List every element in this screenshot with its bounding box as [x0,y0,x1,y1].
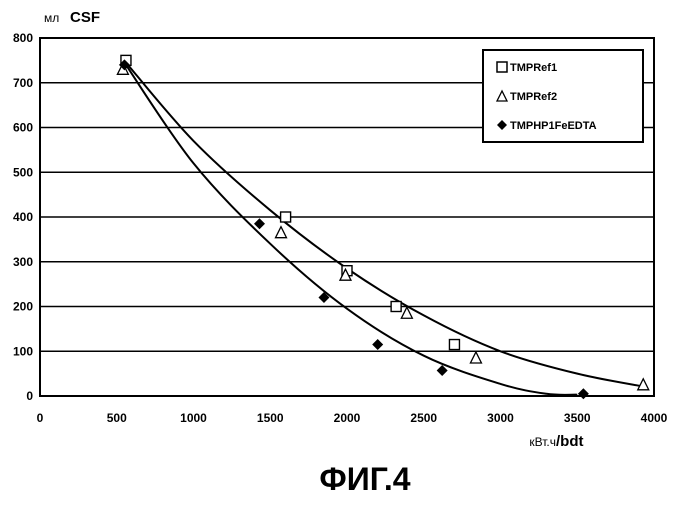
x-axis-label: /bdt [556,433,584,450]
x-tick-label: 500 [107,411,127,425]
y-tick-label: 700 [13,76,33,90]
legend-label-tmpref2: TMPRef2 [510,91,557,103]
point-square [449,340,459,350]
point-triangle [638,379,649,390]
y-axis-unit-small: мл [44,11,59,25]
legend-label-tmphp1feedta: TMPHP1FeEDTA [510,120,597,132]
x-axis-unit-small: кВт.ч [529,435,556,449]
x-tick-label: 2000 [334,411,361,425]
point-diamond [437,365,448,376]
x-tick-label: 3500 [564,411,591,425]
y-axis-label: CSF [70,9,100,26]
y-tick-label: 600 [13,121,33,135]
x-tick-label: 3000 [487,411,514,425]
point-square [281,212,291,222]
y-tick-label: 400 [13,210,33,224]
x-tick-label: 0 [37,411,44,425]
y-tick-label: 0 [26,389,33,403]
x-tick-label: 1000 [180,411,207,425]
y-tick-label: 100 [13,344,33,358]
legend-label-tmpref1: TMPRef1 [510,62,557,74]
x-tick-label: 2500 [410,411,437,425]
point-triangle [275,227,286,238]
y-tick-label: 500 [13,165,33,179]
point-diamond [372,339,383,350]
point-diamond [254,218,265,229]
y-tick-label: 200 [13,300,33,314]
figure-caption: ФИГ.4 [319,461,410,497]
legend-square-icon [497,62,507,72]
y-tick-label: 300 [13,255,33,269]
point-diamond [578,388,589,399]
point-square [391,302,401,312]
x-tick-label: 1500 [257,411,284,425]
x-tick-label: 4000 [641,411,668,425]
legend: TMPRef1 TMPRef2 TMPHP1FeEDTA [483,50,643,142]
y-tick-label: 800 [13,31,33,45]
point-triangle [470,352,481,363]
